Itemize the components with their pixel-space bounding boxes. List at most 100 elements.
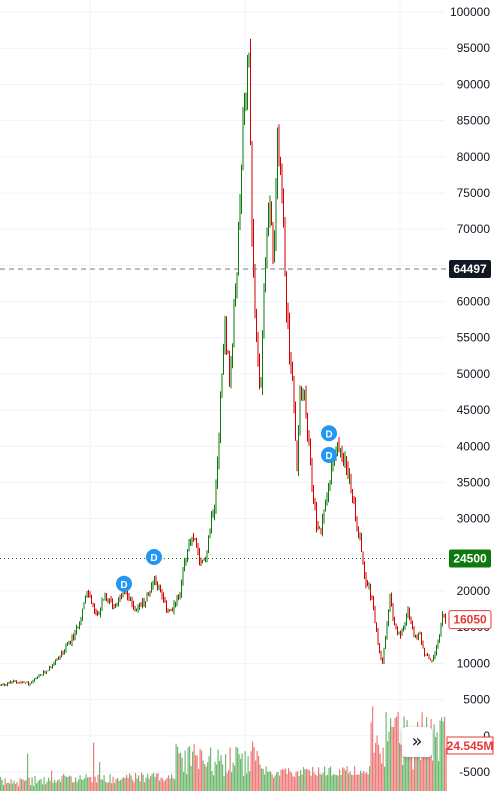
volume-bar (204, 763, 206, 791)
y-tick-label: 40000 (457, 439, 491, 453)
volume-bar (238, 754, 240, 791)
volume-bar (138, 775, 140, 791)
reference-lines (0, 268, 447, 559)
volume-bar (351, 774, 353, 791)
volume-bar (399, 743, 401, 791)
volume-bar (43, 777, 45, 791)
volume-bar (385, 712, 387, 791)
volume-bar (123, 777, 125, 791)
volume-bar (234, 765, 236, 791)
volume-bar (294, 776, 296, 791)
volume-bar (397, 711, 399, 791)
volume-bar (111, 783, 113, 791)
volume-bar (367, 774, 369, 791)
volume-bar (274, 775, 276, 791)
volume-bar (127, 777, 129, 791)
volume-bar (132, 779, 134, 791)
volume-bar (66, 776, 68, 791)
volume-label: 24.545M (447, 739, 494, 753)
volume-bar (313, 772, 315, 791)
y-tick-label: 20000 (457, 584, 491, 598)
price-axis[interactable]: 1000009500090000850008000075000700006500… (446, 5, 494, 779)
volume-bar (222, 764, 224, 791)
volume-bar (49, 780, 51, 791)
dividend-marker-label: D (120, 580, 127, 591)
volume-bar (118, 780, 120, 791)
volume-bar (145, 777, 147, 791)
volume-bar (267, 771, 269, 791)
volume-bar (189, 746, 191, 791)
volume-bar (240, 758, 242, 791)
volume-bar (220, 755, 222, 791)
dividend-marker-label: D (150, 553, 157, 564)
volume-bar (375, 742, 377, 791)
dividend-marker[interactable] (321, 425, 337, 442)
y-tick-label: 85000 (457, 114, 491, 128)
volume-bar (10, 779, 12, 791)
volume-bar (429, 756, 431, 791)
price-candles (0, 38, 446, 687)
dividend-marker-label: D (325, 451, 332, 462)
volume-bar (34, 775, 36, 791)
volume-bar (339, 769, 341, 791)
volume-bar (153, 772, 155, 791)
volume-bar (181, 757, 183, 791)
volume-bar (30, 785, 32, 791)
volume-bar (46, 781, 48, 791)
volume-bar (354, 766, 356, 791)
volume-bar (393, 726, 395, 791)
volume-bar (39, 779, 41, 791)
volume-bar (69, 775, 71, 791)
volume-bar (88, 777, 90, 791)
volume-bar (205, 766, 207, 791)
volume-bar (346, 766, 348, 791)
volume-bar (90, 776, 92, 791)
volume-bar (415, 748, 417, 791)
volume-bar (361, 773, 363, 791)
volume-bar (337, 775, 339, 791)
volume-bar (25, 779, 27, 791)
volume-bar (256, 750, 258, 791)
y-tick-label: 10000 (457, 656, 491, 670)
y-tick-label: 35000 (457, 475, 491, 489)
volume-bar (255, 760, 257, 791)
y-tick-label: 60000 (457, 295, 491, 309)
volume-bar (364, 773, 366, 791)
volume-bar (276, 772, 278, 791)
volume-bar (103, 775, 105, 791)
volume-bar (310, 775, 312, 791)
dividend-marker[interactable] (321, 446, 337, 463)
volume-bar (3, 784, 5, 791)
volume-bar (372, 706, 374, 791)
volume-bar (376, 735, 378, 791)
volume-bar (340, 774, 342, 791)
volume-bar (126, 774, 128, 791)
volume-bar (84, 778, 86, 791)
volume-bar (352, 774, 354, 791)
volume-bar (180, 752, 182, 791)
volume-bar (28, 777, 30, 791)
scroll-to-realtime-button[interactable]: » (402, 727, 432, 757)
volume-bar (235, 746, 237, 791)
dividend-marker[interactable] (116, 575, 132, 592)
volume-bar (342, 767, 344, 791)
volume-bar (366, 772, 368, 791)
volume-bar (162, 778, 164, 791)
volume-bar (322, 772, 324, 791)
volume-bar (93, 742, 95, 791)
volume-bar (261, 768, 263, 791)
volume-bar (54, 779, 56, 791)
volume-bar (216, 764, 218, 791)
dividend-marker[interactable] (146, 549, 162, 566)
volume-bar (40, 778, 42, 791)
volume-bar (436, 732, 438, 791)
volume-bar (60, 781, 62, 791)
volume-bar (31, 777, 33, 791)
volume-bar (175, 743, 177, 791)
volume-bar (151, 774, 153, 791)
volume-bar (169, 778, 171, 791)
volume-bar (387, 741, 389, 791)
volume-bar (15, 783, 17, 791)
